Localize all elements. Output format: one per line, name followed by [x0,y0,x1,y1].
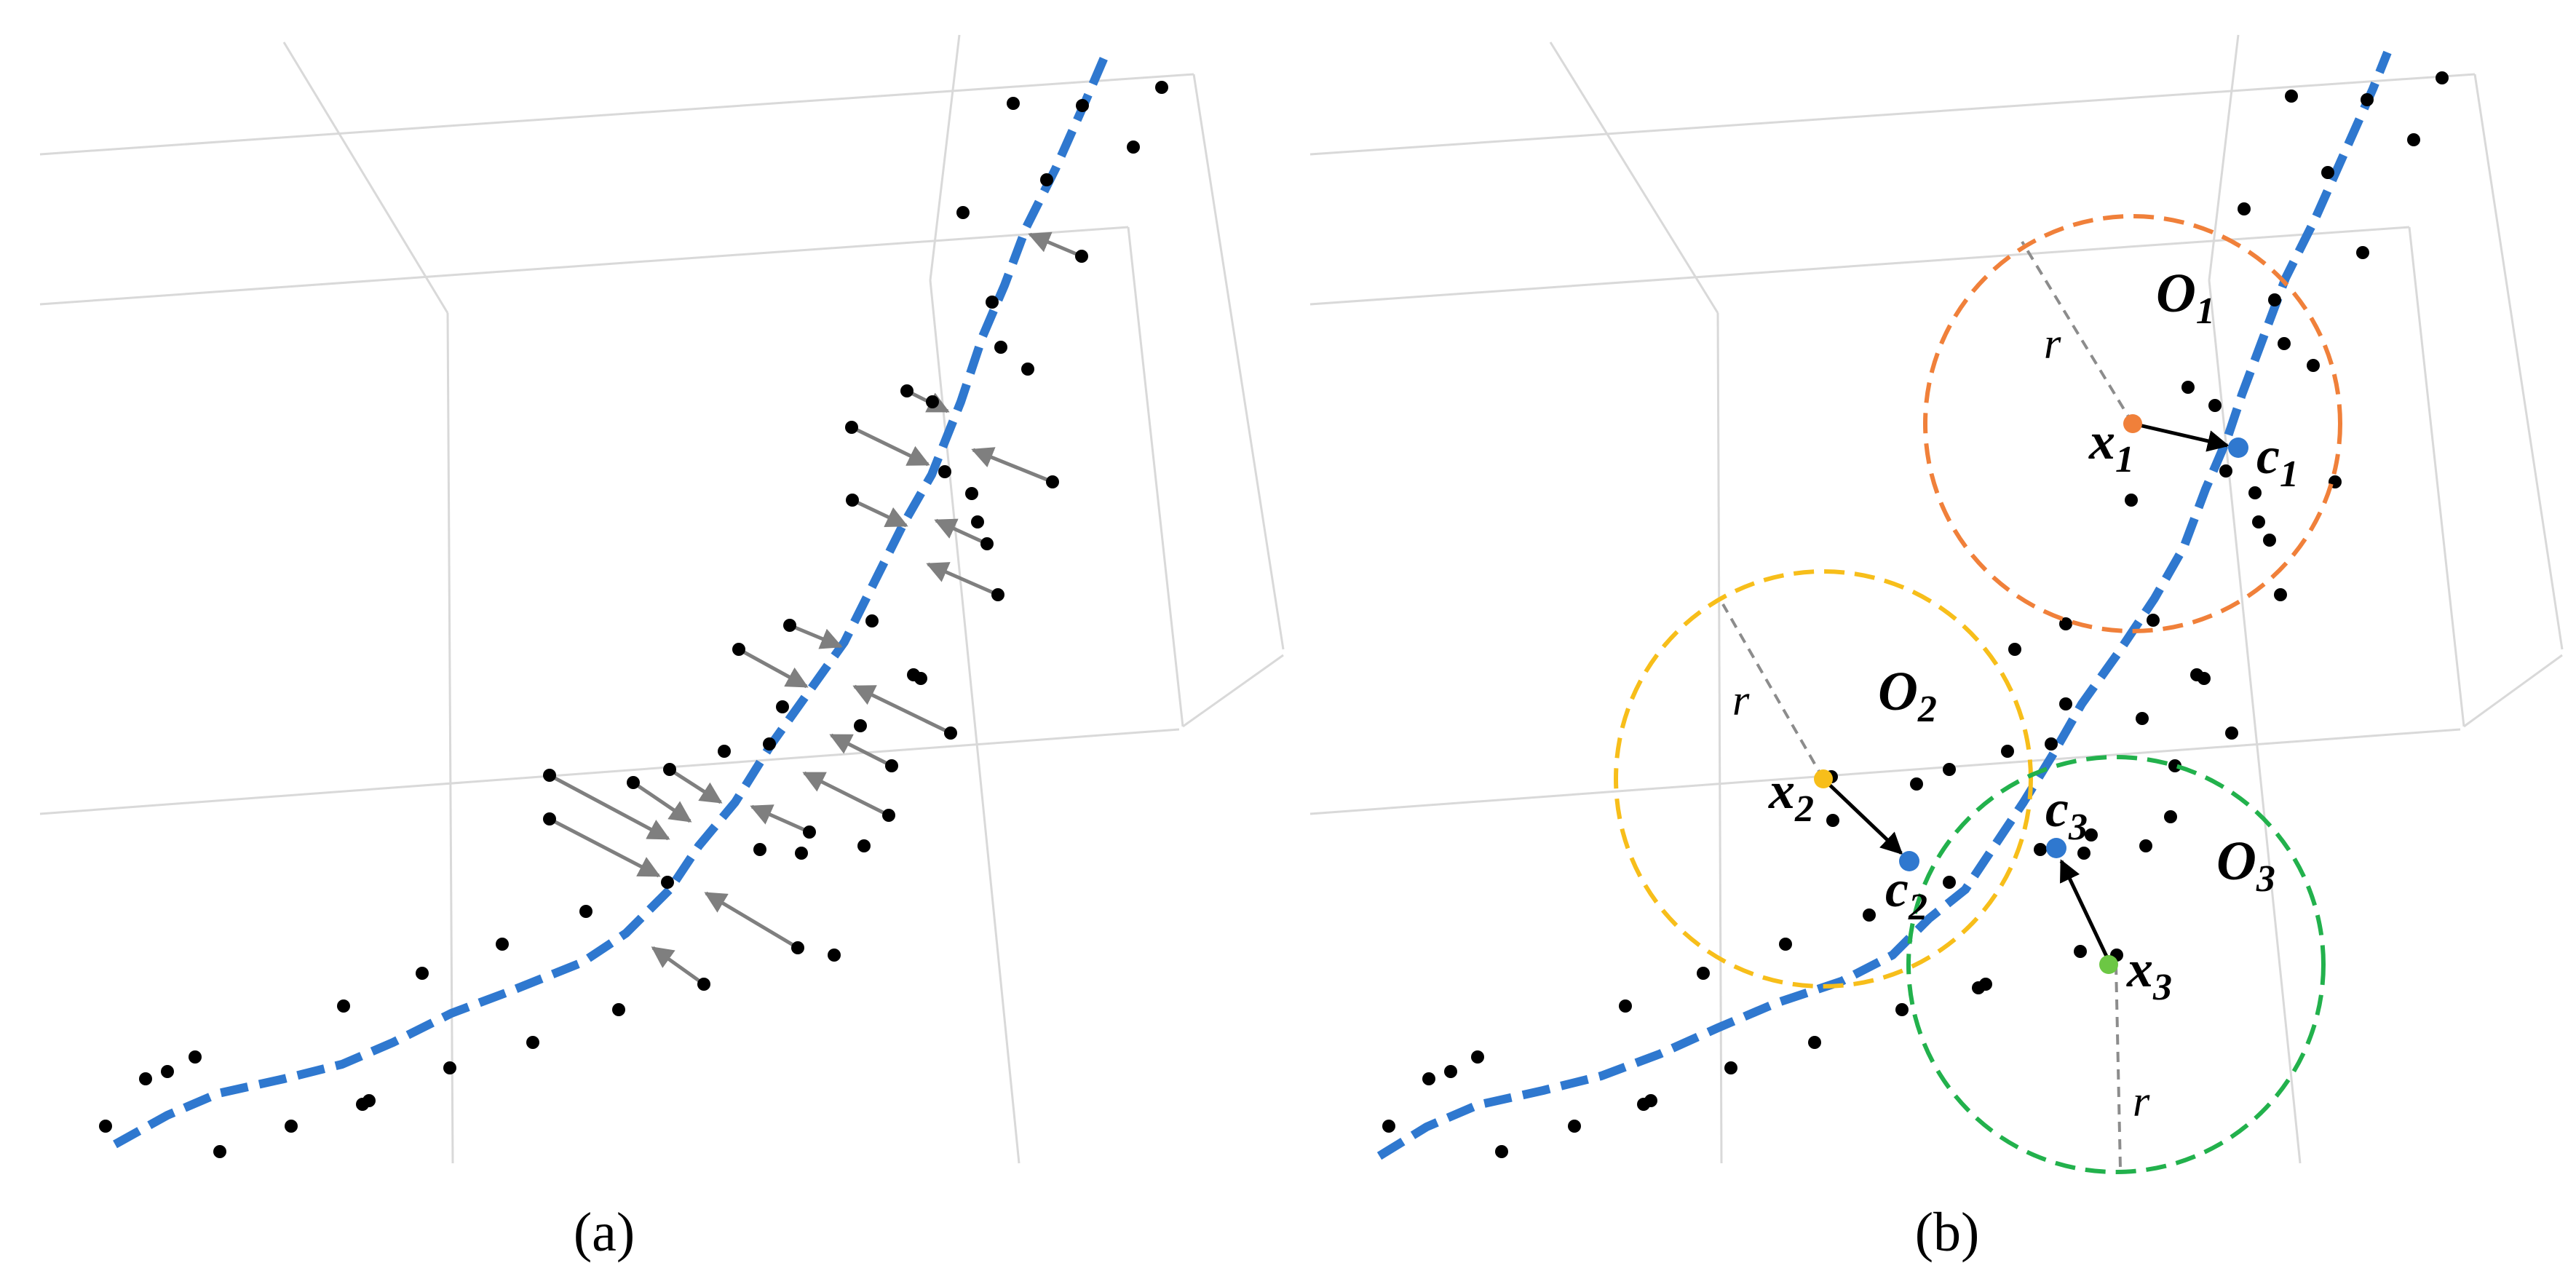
math-labels: O1 r x1 c1 O2 r x2 c2 O3 r x3 c3 [1732,263,2299,1125]
neighborhood-circle-1 [1923,214,2342,633]
label-O2: O2 [1878,661,1937,730]
label-r1: r [2044,320,2061,368]
label-x1: x1 [2088,412,2134,480]
center-point [2123,414,2142,433]
center-point [2099,955,2118,974]
radius-line [2115,964,2122,1169]
neighborhood-circle-3 [1906,755,2326,1174]
label-c2: c2 [1885,860,1927,928]
trajectory-curve [113,50,1111,1149]
displacement-arrows [548,231,1082,986]
data-points [99,81,1168,1158]
panel-b: O1 r x1 c1 O2 r x2 c2 O3 r x3 c3 (b) [1309,34,2564,1263]
panel-b-caption: (b) [1915,1202,1980,1263]
shift-arrow [1822,777,1903,855]
panel-a: (a) [39,34,1285,1263]
neighborhood-circle-2 [1614,569,2033,989]
label-c3: c3 [2045,780,2088,848]
panel-a-caption: (a) [574,1202,635,1263]
label-c1: c1 [2256,427,2299,495]
label-r2: r [1732,676,1750,724]
background-grid [39,34,1285,1164]
shift-arrow [2059,859,2111,962]
shifted-center [2228,437,2248,458]
label-r3: r [2133,1077,2150,1125]
center-point [1814,769,1833,788]
trajectory-curve [1376,50,2392,1160]
shift-arrow [2132,421,2230,452]
label-x2: x2 [1768,761,1814,830]
shifted-center [1899,851,1919,871]
label-O3: O3 [2216,831,2275,900]
radius-line [2021,240,2134,425]
data-points [1382,71,2449,1158]
label-O1: O1 [2156,263,2215,332]
background-grid [1309,34,2564,1164]
label-x3: x3 [2126,940,2172,1008]
shifted-center [2046,838,2066,858]
